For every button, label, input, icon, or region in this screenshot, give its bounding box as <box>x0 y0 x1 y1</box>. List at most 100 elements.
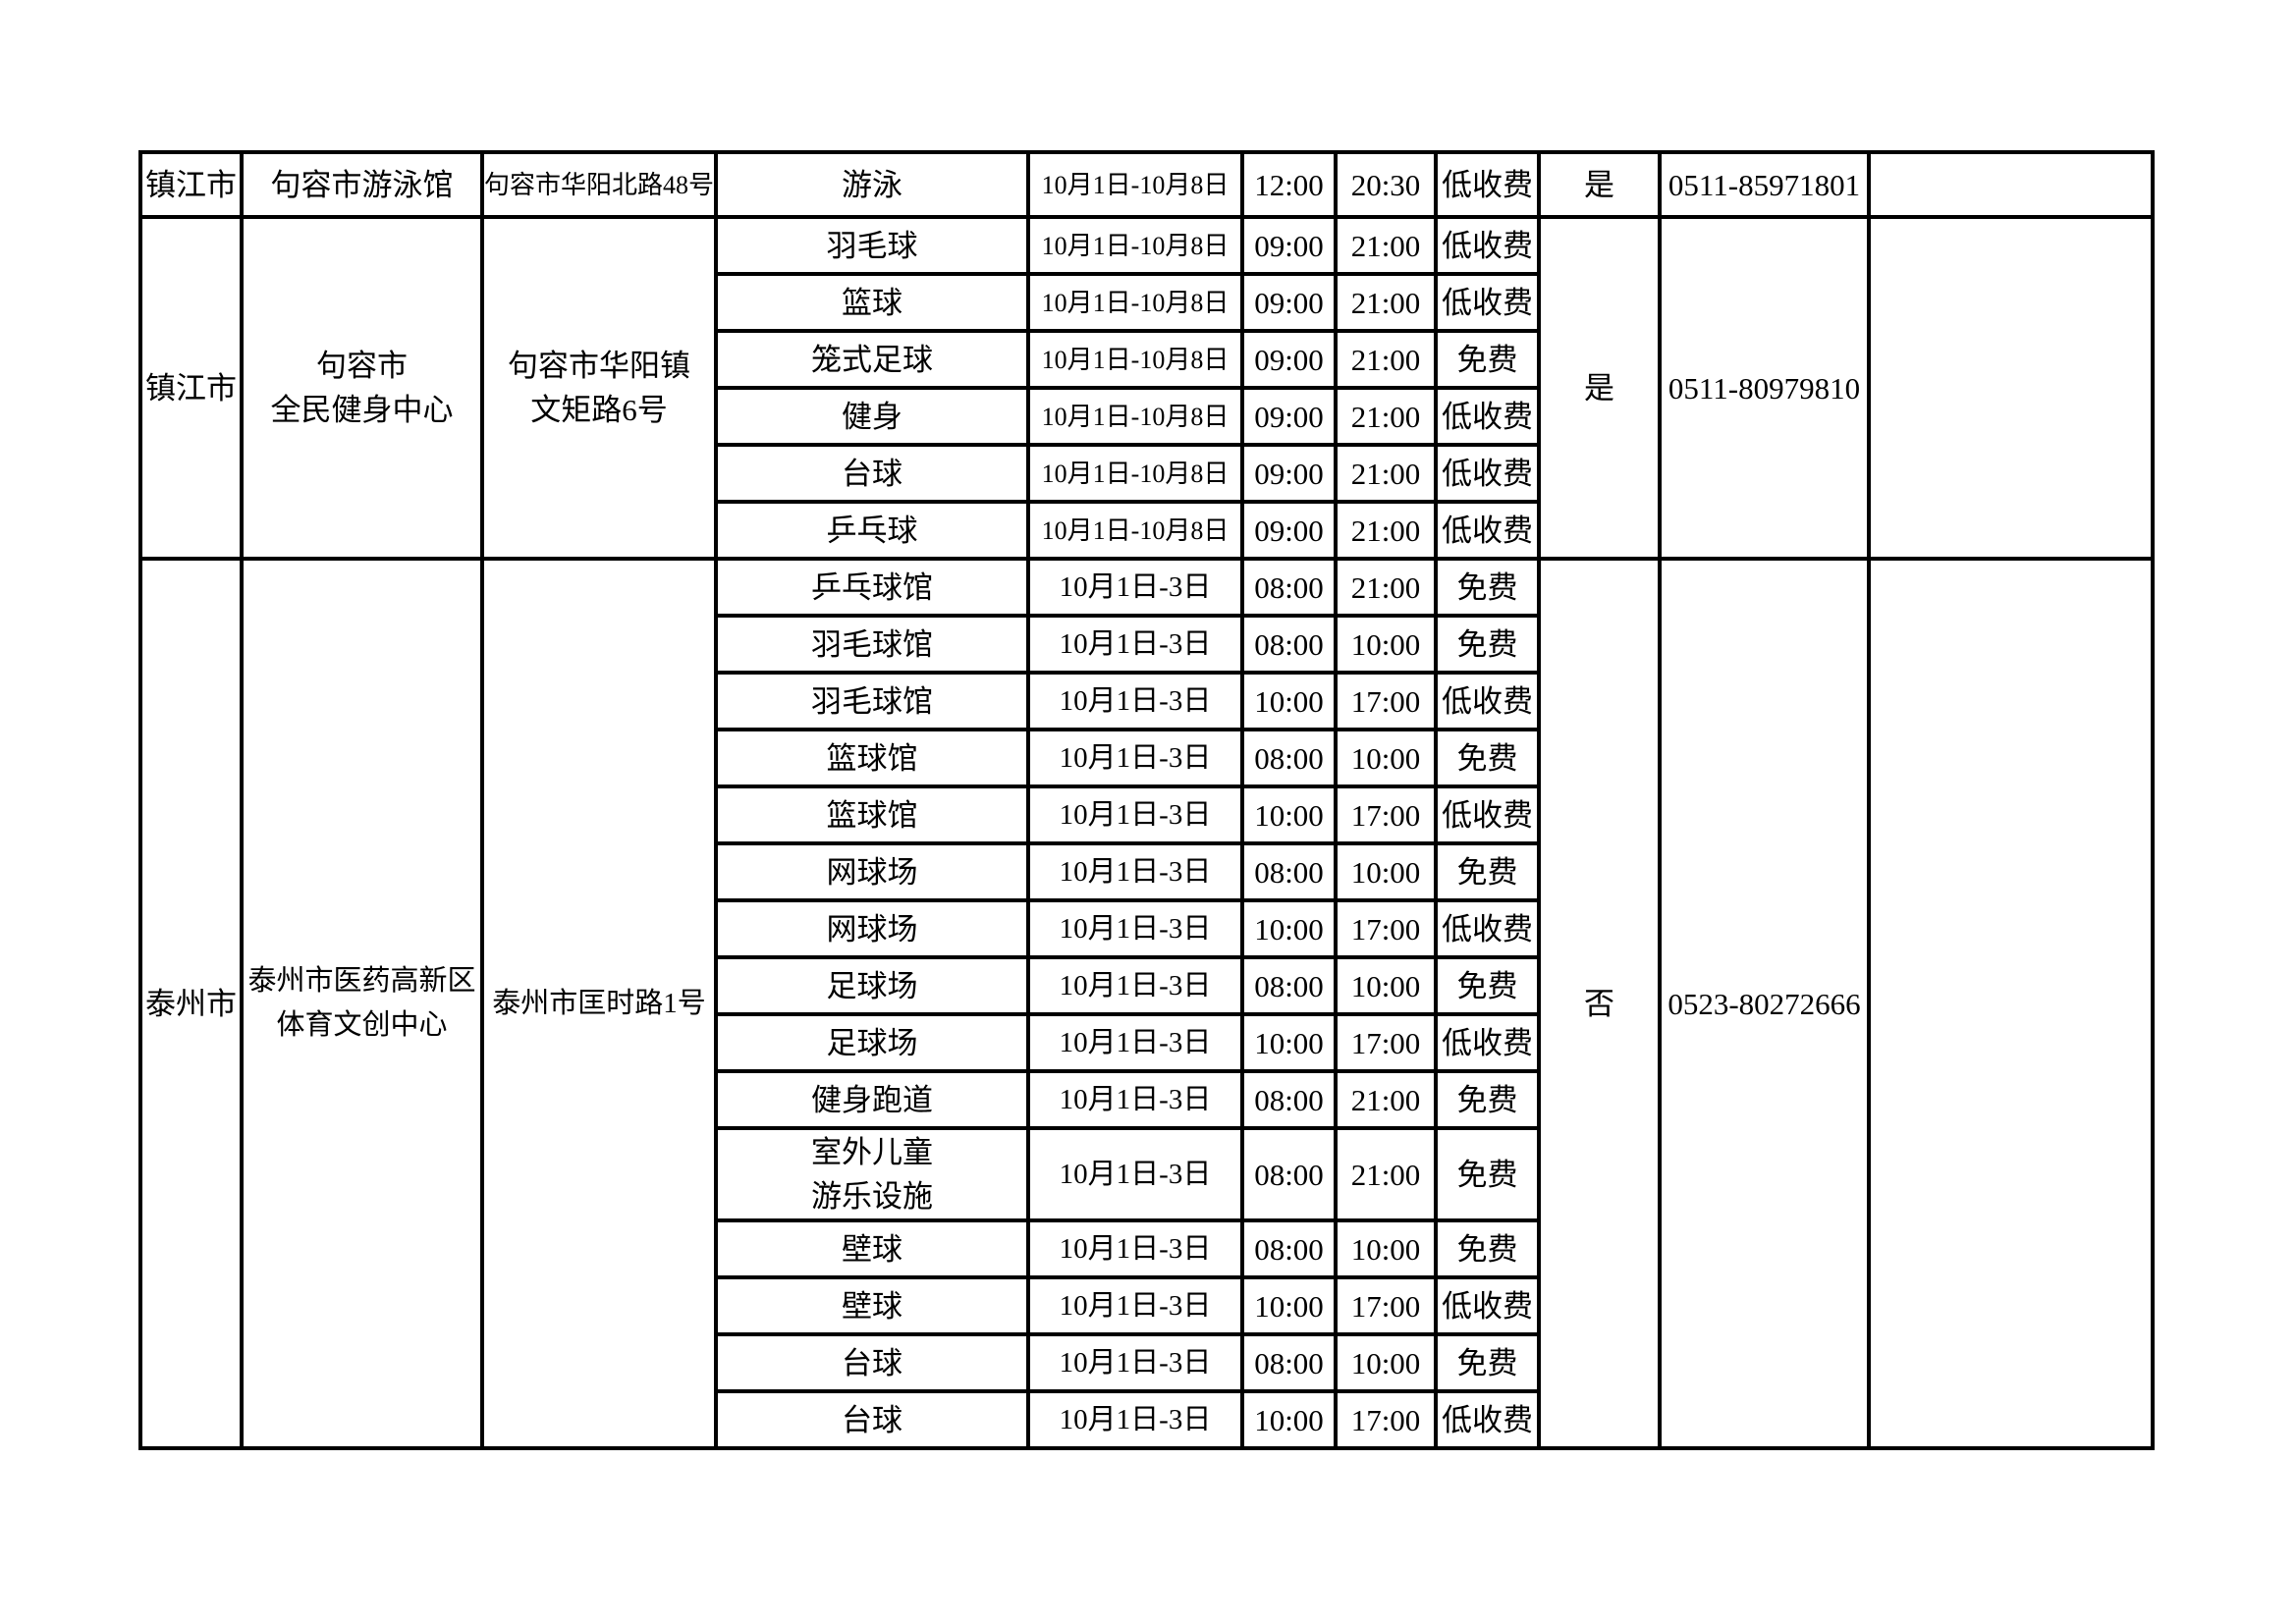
reservation-cell-text: 否 <box>1584 986 1614 1021</box>
fee-cell-text: 低收费 <box>1442 911 1533 947</box>
end-time-cell-text: 10:00 <box>1350 1345 1421 1380</box>
date-cell: 10月1日-3日 <box>1026 1275 1244 1336</box>
facility-cell: 网球场 <box>714 898 1030 959</box>
facility-cell-text: 健身 <box>842 399 902 434</box>
facility-cell-text: 游泳 <box>842 167 902 202</box>
date-cell-text: 10月1日-10月8日 <box>1041 402 1230 431</box>
facility-cell: 笼式足球 <box>714 329 1030 390</box>
facility-cell: 足球场 <box>714 955 1030 1016</box>
date-cell: 10月1日-3日 <box>1026 614 1244 675</box>
end-time-cell: 17:00 <box>1334 1275 1438 1336</box>
fee-cell-text: 低收费 <box>1442 683 1533 719</box>
city-cell-text: 镇江市 <box>145 167 237 202</box>
start-time-cell: 09:00 <box>1240 443 1338 504</box>
date-cell: 10月1日-3日 <box>1026 1126 1244 1222</box>
date-cell: 10月1日-3日 <box>1026 1012 1244 1073</box>
date-cell: 10月1日-10月8日 <box>1026 215 1244 276</box>
facility-cell: 足球场 <box>714 1012 1030 1073</box>
table-row: 壁球 10月1日-3日 08:00 10:00 免费 <box>140 1218 2153 1279</box>
end-time-cell-text: 21:00 <box>1350 342 1421 377</box>
facility-cell-text: 篮球 <box>842 285 902 320</box>
start-time-cell-text: 10:00 <box>1254 797 1324 833</box>
date-cell-text: 10月1日-3日 <box>1059 1083 1212 1115</box>
start-time-cell-text: 09:00 <box>1254 513 1324 548</box>
table-row: 羽毛球馆 10月1日-3日 10:00 17:00 低收费 <box>140 671 2153 731</box>
facility-cell-text: 乒乓球馆 <box>811 569 933 605</box>
start-time-cell: 10:00 <box>1240 671 1338 731</box>
fee-cell-text: 免费 <box>1456 1157 1518 1192</box>
remark-cell <box>1867 557 2155 1450</box>
start-time-cell-text: 08:00 <box>1254 626 1324 662</box>
fee-cell-text: 免费 <box>1456 740 1518 776</box>
start-time-cell-text: 08:00 <box>1254 1345 1324 1380</box>
fee-cell: 免费 <box>1434 329 1541 390</box>
date-cell-text: 10月1日-10月8日 <box>1041 345 1230 374</box>
date-cell-text: 10月1日-10月8日 <box>1041 288 1230 317</box>
end-time-cell: 17:00 <box>1334 898 1438 959</box>
facility-cell: 篮球馆 <box>714 728 1030 788</box>
end-time-cell: 10:00 <box>1334 955 1438 1016</box>
facility-cell-text: 羽毛球馆 <box>811 683 933 719</box>
end-time-cell: 21:00 <box>1334 1126 1438 1222</box>
date-cell-text: 10月1日-3日 <box>1059 1232 1212 1265</box>
facility-cell-text: 网球场 <box>826 911 918 947</box>
fee-cell: 低收费 <box>1434 386 1541 447</box>
date-cell-text: 10月1日-3日 <box>1059 627 1212 660</box>
facility-cell-text: 台球 <box>842 1402 902 1437</box>
start-time-cell-text: 10:00 <box>1254 1025 1324 1060</box>
fee-cell-text: 免费 <box>1456 854 1518 890</box>
start-time-cell: 09:00 <box>1240 329 1338 390</box>
reservation-cell: 是 <box>1537 150 1662 219</box>
end-time-cell-text: 17:00 <box>1350 1402 1421 1437</box>
facility-cell-text: 篮球馆 <box>826 740 918 776</box>
city-cell: 泰州市 <box>138 557 244 1450</box>
venue-cell: 泰州市医药高新区 体育文创中心 <box>240 557 484 1450</box>
start-time-cell-text: 10:00 <box>1254 911 1324 947</box>
start-time-cell-text: 08:00 <box>1254 854 1324 890</box>
start-time-cell: 08:00 <box>1240 955 1338 1016</box>
end-time-cell: 10:00 <box>1334 841 1438 902</box>
end-time-cell-text: 17:00 <box>1350 683 1421 719</box>
end-time-cell-text: 17:00 <box>1350 797 1421 833</box>
fee-cell: 低收费 <box>1434 784 1541 845</box>
start-time-cell-text: 09:00 <box>1254 399 1324 434</box>
address-cell-text: 句容市华阳镇 <box>508 349 690 383</box>
fee-cell-text: 免费 <box>1456 569 1518 605</box>
date-cell-text: 10月1日-3日 <box>1059 570 1212 603</box>
end-time-cell: 17:00 <box>1334 1389 1438 1450</box>
table-row: 羽毛球馆 10月1日-3日 08:00 10:00 免费 <box>140 614 2153 675</box>
end-time-cell-text: 17:00 <box>1350 1288 1421 1324</box>
facility-cell-text: 壁球 <box>842 1231 902 1267</box>
fee-cell-text: 低收费 <box>1442 1025 1533 1060</box>
end-time-cell-text: 21:00 <box>1350 399 1421 434</box>
fee-cell: 低收费 <box>1434 1012 1541 1073</box>
start-time-cell: 08:00 <box>1240 557 1338 618</box>
end-time-cell-text: 21:00 <box>1350 228 1421 263</box>
facility-cell-text: 台球 <box>842 456 902 491</box>
table-row: 泰州市 泰州市医药高新区 体育文创中心 泰州市匡时路1号 乒乓球馆 10月1日-3日 08:… <box>138 557 2155 1450</box>
fee-cell-text: 低收费 <box>1442 456 1533 491</box>
reservation-cell: 否 <box>1537 557 1662 1450</box>
facility-cell: 壁球 <box>714 1275 1030 1336</box>
address-cell-text: 泰州市匡时路1号 <box>492 987 706 1019</box>
end-time-cell: 10:00 <box>1334 1332 1438 1393</box>
facility-cell-text: 网球场 <box>826 854 918 890</box>
start-time-cell: 08:00 <box>1240 1218 1338 1279</box>
facility-cell: 网球场 <box>714 841 1030 902</box>
end-time-cell-text: 20:30 <box>1350 167 1421 202</box>
date-cell: 10月1日-3日 <box>1026 1218 1244 1279</box>
date-cell: 10月1日-3日 <box>1026 1069 1244 1130</box>
fee-cell: 低收费 <box>1434 1389 1541 1450</box>
city-cell: 镇江市 <box>138 215 244 561</box>
start-time-cell-text: 10:00 <box>1254 683 1324 719</box>
start-time-cell: 09:00 <box>1240 215 1338 276</box>
fee-cell-text: 低收费 <box>1442 1402 1533 1437</box>
facility-cell: 台球 <box>714 1389 1030 1450</box>
fee-cell: 免费 <box>1434 1069 1541 1130</box>
start-time-cell-text: 10:00 <box>1254 1288 1324 1324</box>
venue-cell: 句容市游泳馆 <box>240 150 484 219</box>
date-cell-text: 10月1日-10月8日 <box>1041 231 1230 260</box>
start-time-cell-text: 09:00 <box>1254 342 1324 377</box>
facility-cell: 壁球 <box>714 1218 1030 1279</box>
